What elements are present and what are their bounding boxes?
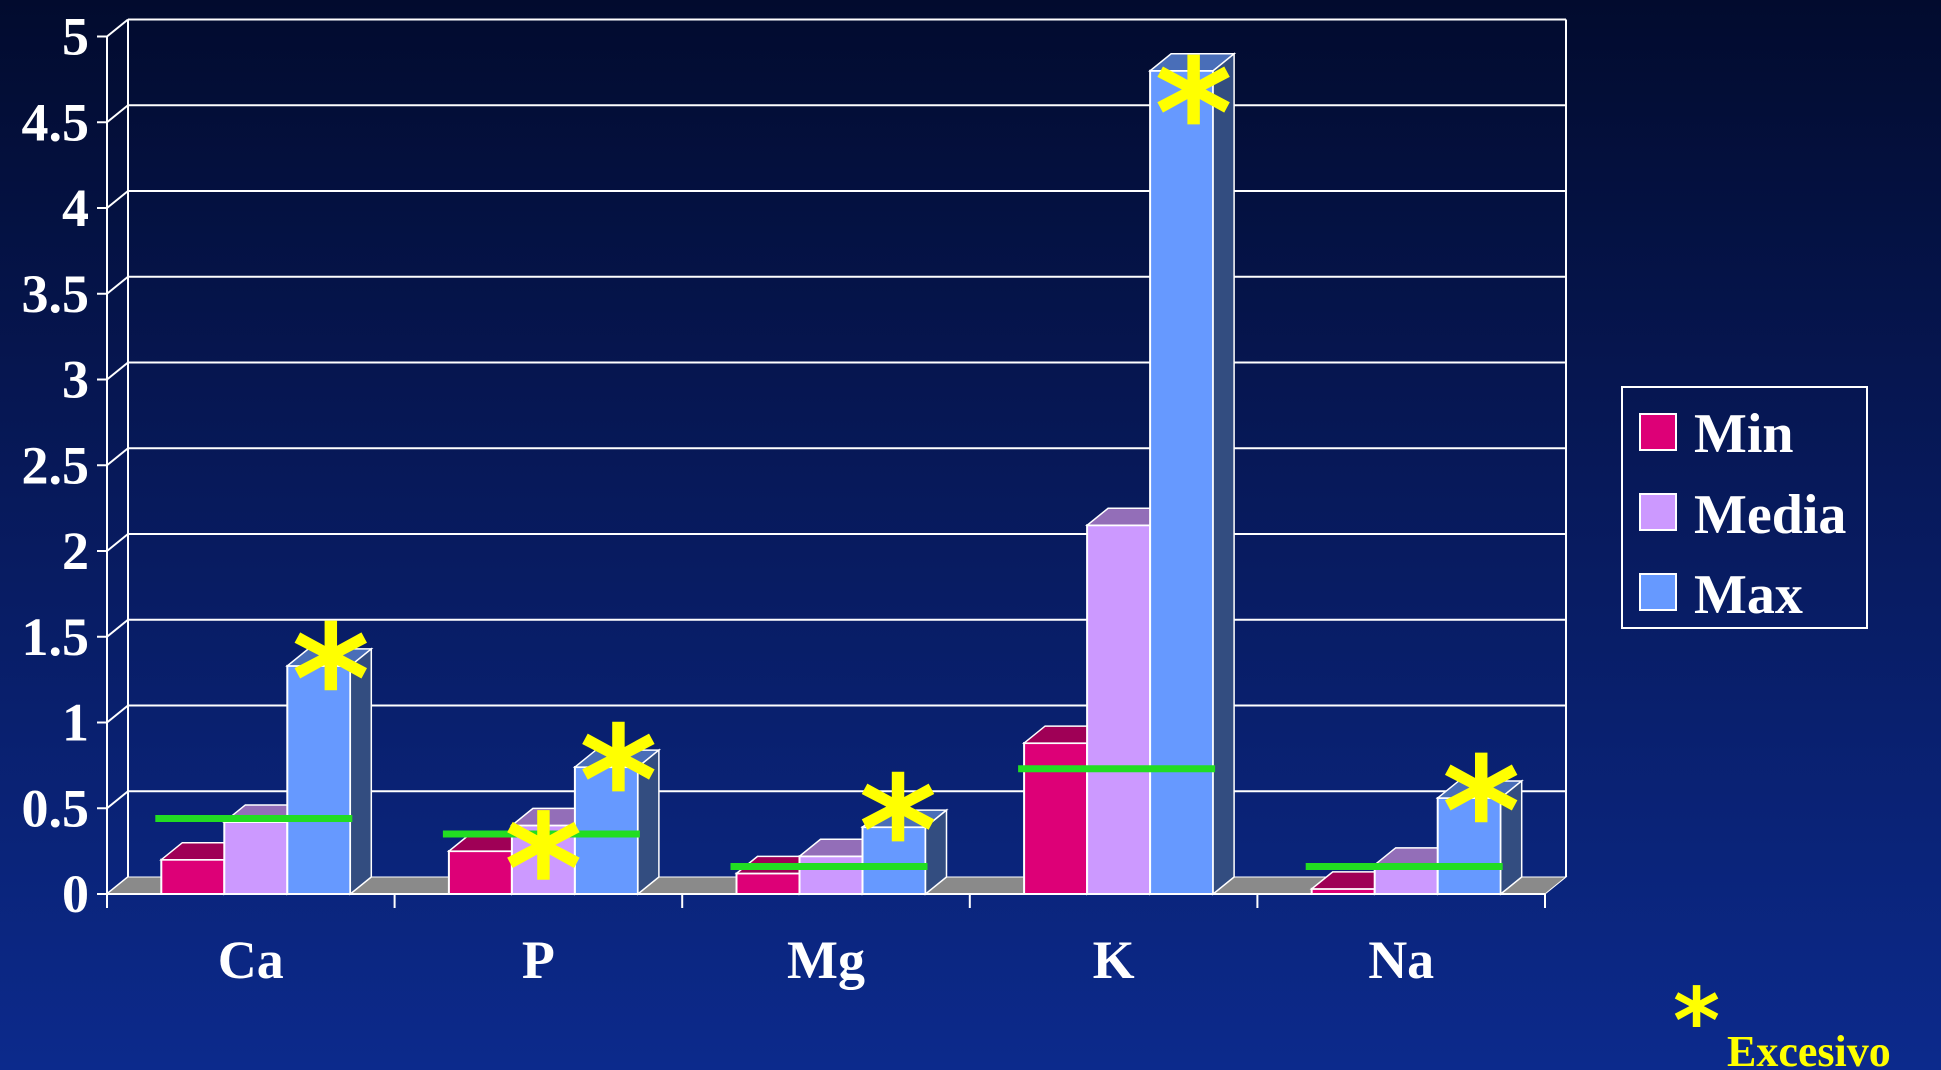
legend-swatch-max — [1639, 573, 1677, 611]
y-tick-label: 4 — [62, 178, 89, 238]
legend-label-max: Max — [1694, 564, 1803, 626]
y-tick-label: 0 — [62, 864, 89, 924]
x-category-label: K — [1093, 930, 1135, 990]
bar-side — [1499, 779, 1523, 896]
bar-ca-max — [285, 647, 374, 896]
excess-markers: *** *** — [292, 28, 1521, 957]
axes: 0 0.5 1 1.5 2 2.5 3 3.5 4 4.5 5 Ca P Mg K Na — [22, 7, 1546, 990]
y-tick-label: 0.5 — [22, 778, 90, 838]
x-category-label: P — [522, 930, 555, 990]
side-gridline — [106, 704, 129, 724]
legend-label-media: Media — [1694, 484, 1846, 546]
footnote: * Excesivo — [1673, 969, 1891, 1070]
footnote-text: Excesivo — [1727, 1027, 1891, 1070]
excess-marker-na-max: * — [1442, 726, 1520, 900]
side-gridline — [106, 18, 129, 38]
bar-side — [637, 748, 660, 896]
excess-marker-mg-max: * — [859, 745, 937, 919]
excess-marker-p-max: * — [579, 695, 657, 869]
bar-front — [160, 858, 226, 896]
excess-marker-k-max: * — [1154, 28, 1232, 202]
legend-swatch-min — [1639, 413, 1677, 451]
reference-lines — [155, 765, 1503, 871]
bar-na-max — [1435, 779, 1524, 896]
y-tick-label: 2.5 — [22, 435, 90, 495]
bar-side — [924, 808, 948, 896]
bar-side — [1212, 52, 1235, 896]
excess-marker-p-media: * — [504, 783, 582, 957]
legend-label-min: Min — [1694, 403, 1794, 465]
legend-box — [1621, 386, 1868, 629]
bar-front — [447, 850, 513, 895]
side-gridline — [106, 790, 129, 810]
bar-front — [223, 820, 289, 895]
x-category-label: Ca — [218, 930, 284, 990]
side-gridline — [106, 361, 129, 381]
y-tick-label: 5 — [62, 7, 89, 67]
bar-front — [798, 855, 864, 896]
side-gridline — [106, 275, 129, 295]
y-tick-label: 4.5 — [22, 92, 90, 152]
bar-front — [1086, 524, 1152, 896]
legend-swatch-media — [1639, 493, 1677, 531]
side-gridline — [106, 190, 129, 209]
bar-front — [735, 872, 801, 895]
bar-mg-max — [860, 808, 949, 896]
x-category-label: Na — [1368, 930, 1434, 990]
y-tick-label: 3 — [62, 350, 89, 410]
y-tick-label: 2 — [62, 521, 89, 581]
excess-marker-ca-max: * — [292, 594, 370, 768]
side-gridline — [106, 618, 129, 638]
legend: Min Media Max — [1621, 386, 1868, 629]
bar-k-max — [1147, 52, 1237, 896]
side-gridline — [106, 533, 129, 552]
bars — [159, 52, 1524, 896]
grid-lines — [106, 18, 1567, 895]
side-gridline — [106, 447, 129, 467]
y-tick-label: 3.5 — [22, 264, 90, 324]
bar-front — [286, 664, 352, 896]
side-gridline — [106, 104, 129, 124]
y-tick-label: 1 — [62, 693, 89, 753]
footnote-star: * — [1673, 969, 1720, 1070]
x-category-label: Mg — [787, 930, 865, 990]
y-tick-label: 1.5 — [22, 607, 90, 667]
